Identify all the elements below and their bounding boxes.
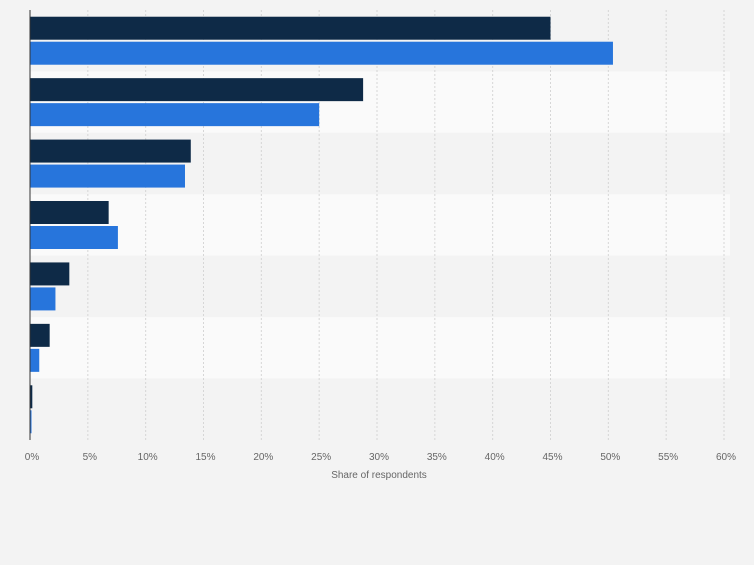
bar[interactable] bbox=[30, 139, 191, 163]
row-band bbox=[30, 317, 730, 379]
x-tick-label: 15% bbox=[195, 452, 215, 463]
x-tick-label: 50% bbox=[600, 452, 620, 463]
x-axis-ticks: 0% 5% 10% 15% 20% 25% 30% 35% 40% 45% 50% 55% 60% bbox=[25, 452, 736, 463]
bar[interactable] bbox=[30, 226, 118, 249]
row-band bbox=[30, 255, 730, 318]
x-tick-label: 20% bbox=[253, 452, 273, 463]
x-tick-label: 35% bbox=[427, 452, 447, 463]
bar[interactable] bbox=[30, 201, 109, 224]
x-tick-label: 55% bbox=[658, 452, 678, 463]
x-tick-label: 30% bbox=[369, 452, 389, 463]
bar[interactable] bbox=[30, 78, 364, 102]
x-axis-title: Share of respondents bbox=[331, 470, 427, 481]
x-tick-label: 5% bbox=[83, 452, 98, 463]
x-tick-label: 40% bbox=[485, 452, 505, 463]
x-tick-label: 25% bbox=[311, 452, 331, 463]
bar[interactable] bbox=[30, 348, 40, 372]
x-tick-label: 10% bbox=[138, 452, 158, 463]
x-tick-label: 0% bbox=[25, 452, 40, 463]
bar[interactable] bbox=[30, 323, 50, 347]
bar[interactable] bbox=[30, 164, 185, 188]
row-band bbox=[30, 194, 730, 256]
bar[interactable] bbox=[30, 103, 320, 127]
x-tick-label: 60% bbox=[716, 452, 736, 463]
row-band bbox=[30, 378, 730, 440]
bar[interactable] bbox=[30, 41, 613, 65]
bar[interactable] bbox=[30, 287, 56, 311]
bar[interactable] bbox=[30, 385, 33, 409]
bar[interactable] bbox=[30, 262, 70, 286]
row-bands bbox=[30, 10, 730, 440]
bar[interactable] bbox=[30, 16, 551, 40]
bar[interactable] bbox=[30, 410, 32, 434]
x-tick-label: 45% bbox=[542, 452, 562, 463]
bars bbox=[30, 16, 613, 434]
